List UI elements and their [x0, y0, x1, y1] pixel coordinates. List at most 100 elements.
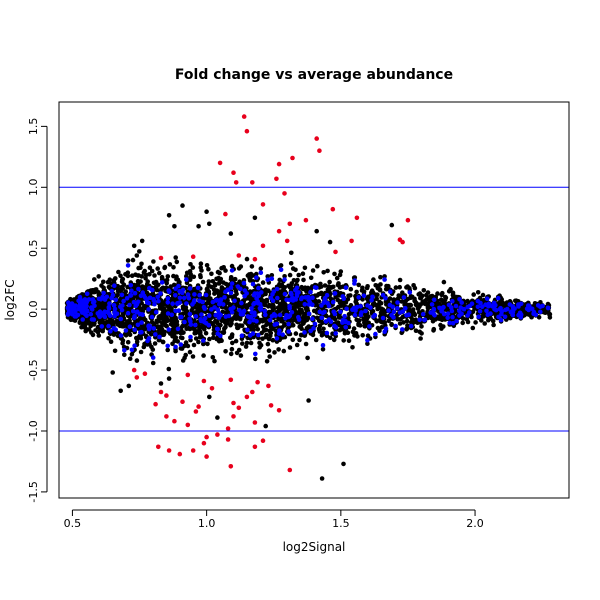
data-point-highlight — [391, 309, 397, 315]
data-point — [96, 274, 101, 279]
data-point — [362, 320, 367, 325]
data-point — [279, 282, 285, 288]
data-point — [371, 277, 376, 282]
data-point-highlight — [213, 312, 218, 318]
data-point-highlight — [338, 309, 343, 315]
data-point — [378, 274, 383, 280]
data-point — [180, 306, 186, 312]
data-point-highlight — [109, 288, 115, 294]
data-point — [158, 389, 164, 395]
data-point-highlight — [187, 316, 192, 322]
data-point-highlight — [449, 308, 455, 314]
data-point — [142, 371, 148, 377]
data-point — [228, 351, 234, 357]
data-point-highlight — [387, 302, 393, 308]
data-point-highlight — [526, 303, 531, 308]
data-point-highlight — [135, 322, 141, 328]
data-point — [199, 268, 204, 273]
data-point — [395, 296, 401, 302]
data-point — [201, 353, 206, 358]
data-point — [136, 265, 141, 271]
data-point — [384, 286, 390, 292]
data-point — [178, 335, 184, 340]
data-point-highlight — [326, 317, 332, 322]
data-point — [140, 324, 145, 330]
data-point-highlight — [268, 295, 274, 301]
data-point — [118, 287, 124, 293]
data-point — [508, 315, 513, 321]
data-point — [378, 319, 384, 325]
data-point — [431, 326, 437, 332]
data-point-highlight — [225, 287, 231, 293]
data-point — [397, 321, 403, 326]
data-point-highlight — [102, 297, 108, 302]
data-point — [274, 176, 279, 182]
data-point-highlight — [495, 295, 501, 301]
data-point — [252, 444, 258, 450]
data-point-highlight — [265, 277, 271, 283]
data-point — [193, 336, 199, 341]
data-point — [480, 292, 486, 298]
data-point — [217, 160, 223, 166]
data-point — [276, 347, 281, 352]
data-point-highlight — [477, 309, 483, 314]
data-point — [470, 309, 476, 315]
data-point-highlight — [274, 286, 280, 292]
data-point — [348, 286, 354, 292]
data-point-highlight — [250, 281, 256, 287]
data-point — [150, 347, 156, 352]
data-point-highlight — [344, 306, 349, 312]
data-point-highlight — [386, 308, 391, 313]
data-point-highlight — [298, 296, 304, 302]
data-point — [137, 249, 142, 254]
data-point — [250, 389, 255, 395]
data-point-highlight — [253, 275, 259, 280]
data-point — [229, 346, 235, 352]
data-point — [191, 342, 197, 348]
data-point — [263, 289, 269, 294]
data-point — [160, 307, 165, 313]
data-point — [282, 321, 287, 327]
data-point-highlight — [123, 328, 129, 333]
data-point-highlight — [83, 311, 88, 317]
data-point-highlight — [308, 328, 314, 334]
data-point — [223, 211, 228, 217]
data-point-highlight — [280, 332, 286, 337]
data-point-highlight — [81, 300, 87, 306]
data-point — [405, 217, 411, 223]
data-point-highlight — [187, 311, 193, 317]
data-point-highlight — [107, 313, 113, 319]
data-point — [184, 270, 190, 276]
data-point — [348, 303, 354, 308]
data-point — [240, 341, 245, 346]
data-point — [384, 302, 389, 307]
data-point-highlight — [101, 290, 106, 296]
data-point-highlight — [373, 331, 378, 337]
data-point-highlight — [178, 342, 184, 347]
data-point-highlight — [173, 308, 178, 314]
data-point-highlight — [406, 312, 412, 318]
data-point — [72, 298, 77, 303]
data-point — [287, 272, 293, 278]
data-point — [231, 400, 236, 406]
data-point — [292, 317, 297, 323]
data-point-highlight — [485, 312, 491, 318]
data-point — [88, 288, 94, 293]
data-point — [160, 285, 166, 291]
data-point-highlight — [218, 312, 223, 318]
data-point-highlight — [307, 299, 313, 305]
data-point — [196, 339, 201, 345]
data-point-highlight — [128, 283, 134, 288]
data-point — [135, 273, 141, 278]
data-point-highlight — [166, 327, 172, 332]
data-point — [125, 270, 131, 276]
data-point — [264, 322, 269, 328]
data-point-highlight — [388, 289, 393, 295]
data-point-highlight — [322, 309, 327, 315]
data-point — [475, 290, 481, 295]
data-point-highlight — [220, 302, 226, 307]
data-point-highlight — [179, 314, 184, 320]
x-tick-label: 0.5 — [64, 517, 82, 530]
data-point — [350, 345, 355, 350]
data-point — [207, 296, 213, 301]
